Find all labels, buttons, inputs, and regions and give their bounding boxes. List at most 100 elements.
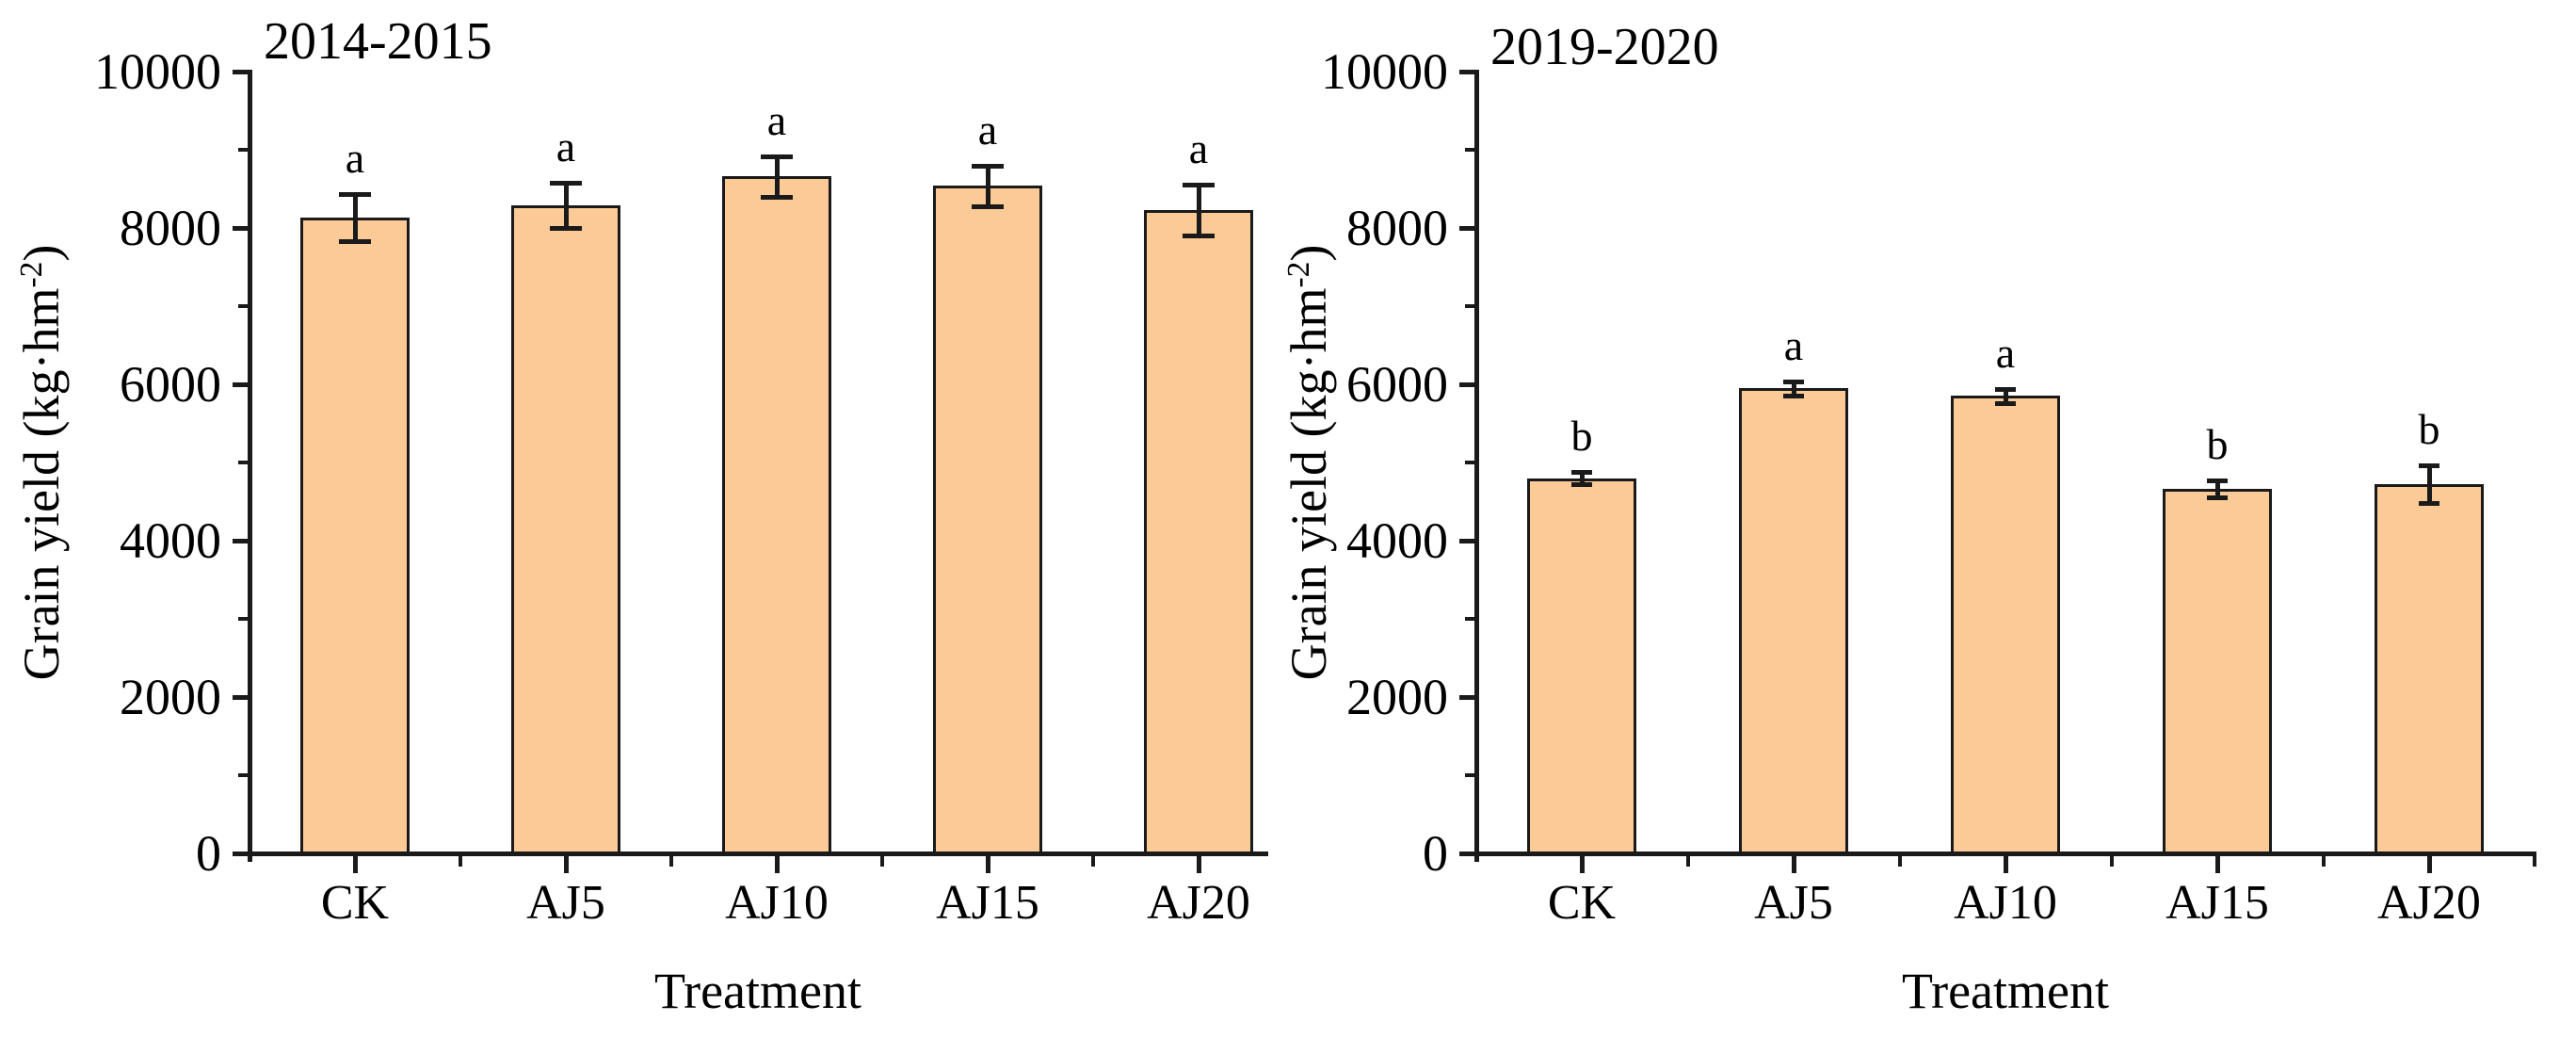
sig-letter: a: [555, 122, 576, 170]
y-minor-tick: [238, 773, 248, 777]
x-axis-line: [1474, 851, 2536, 856]
error-bar-cap-bottom: [550, 226, 582, 231]
bar-AJ10: [722, 176, 831, 855]
x-major-tick: [1792, 856, 1796, 873]
error-bar-line: [2004, 388, 2008, 403]
y-tick-label: 6000: [120, 356, 221, 413]
y-major-tick: [1459, 382, 1474, 387]
error-bar-line: [2215, 480, 2220, 498]
x-major-tick: [2427, 856, 2432, 873]
x-major-tick: [2215, 856, 2220, 873]
y-axis-label-superscript: -2: [1280, 261, 1316, 288]
sig-letter: b: [1570, 411, 1593, 460]
y-minor-tick: [1465, 304, 1474, 308]
sig-letter: b: [2206, 420, 2229, 469]
x-tick-label-AJ10: AJ10: [1954, 876, 2057, 930]
bar-AJ10: [1951, 396, 2060, 855]
error-bar-cap-bottom: [339, 239, 371, 245]
x-tick-label-AJ5: AJ5: [526, 876, 605, 930]
bar-AJ20: [1144, 209, 1253, 855]
error-bar-cap-top: [1571, 469, 1592, 475]
y-major-tick: [1459, 539, 1474, 543]
error-bar-cap-bottom: [2207, 495, 2228, 501]
x-tick-label-AJ15: AJ15: [936, 876, 1039, 930]
chart-title-2014-2015: 2014-2015: [264, 12, 492, 71]
x-major-tick: [986, 856, 990, 873]
y-major-tick: [1459, 70, 1474, 74]
x-axis-label-right: Treatment: [1902, 963, 2109, 1019]
sig-letter: a: [1783, 320, 1804, 369]
y-major-tick: [233, 382, 248, 387]
sig-letter: a: [977, 105, 998, 154]
error-bar-cap-bottom: [1571, 482, 1592, 488]
x-major-tick: [2004, 856, 2008, 873]
y-major-tick: [1459, 226, 1474, 231]
y-tick-label: 4000: [120, 512, 221, 569]
y-tick-label: 6000: [1346, 356, 1448, 413]
x-minor-tick: [880, 856, 884, 867]
x-major-tick: [1580, 856, 1585, 873]
y-major-tick: [233, 695, 248, 700]
y-axis-label-text: Grain yield (kg·hm: [1280, 287, 1337, 681]
bar-CK: [300, 218, 410, 855]
x-minor-tick: [459, 856, 462, 867]
error-bar-cap-top: [339, 192, 371, 198]
y-axis-line: [1474, 70, 1479, 862]
y-axis-label-text: Grain yield (kg·hm: [13, 287, 70, 681]
error-bar-cap-bottom: [1995, 400, 2016, 406]
error-bar-cap-bottom: [761, 194, 793, 200]
x-minor-tick: [1897, 856, 1902, 867]
error-bar-line: [1580, 471, 1585, 485]
sig-letter: b: [2418, 405, 2440, 454]
y-minor-tick: [238, 304, 248, 308]
error-bar-cap-top: [2207, 478, 2228, 484]
error-bar-line: [1792, 381, 1796, 396]
y-minor-tick: [238, 617, 248, 621]
sig-letter: a: [766, 95, 787, 144]
y-tick-label: 0: [196, 825, 221, 882]
x-minor-tick: [1091, 856, 1095, 867]
x-axis-label-left: Treatment: [654, 963, 861, 1019]
x-tick-label-CK: CK: [320, 876, 390, 930]
x-axis-line: [248, 851, 1268, 856]
y-axis-label-left: Grain yield (kg·hm-2): [11, 39, 75, 886]
y-major-tick: [233, 851, 248, 856]
x-major-tick: [353, 856, 358, 873]
y-major-tick: [233, 539, 248, 543]
error-bar-line: [775, 155, 780, 197]
x-minor-tick: [2533, 856, 2536, 867]
error-bar-line: [353, 194, 358, 242]
error-bar-cap-top: [1183, 182, 1215, 187]
bar-AJ15: [933, 186, 1042, 855]
error-bar-cap-top: [550, 180, 582, 186]
y-minor-tick: [1465, 617, 1474, 621]
error-bar-cap-bottom: [972, 203, 1004, 209]
y-axis-line: [248, 70, 252, 862]
error-bar-cap-top: [1783, 379, 1804, 384]
error-bar-cap-bottom: [1783, 393, 1804, 398]
sig-letter: a: [1188, 123, 1209, 172]
y-minor-tick: [1465, 461, 1474, 464]
y-tick-label: 0: [1423, 825, 1448, 882]
error-bar-cap-bottom: [1183, 234, 1215, 239]
x-minor-tick: [1685, 856, 1690, 867]
y-tick-label: 8000: [120, 200, 221, 256]
y-tick-label: 8000: [1346, 200, 1448, 256]
bar-AJ5: [1739, 388, 1848, 855]
bar-AJ20: [2375, 484, 2484, 855]
y-tick-label: 4000: [1346, 512, 1448, 569]
x-major-tick: [1197, 856, 1201, 873]
y-minor-tick: [238, 461, 248, 464]
error-bar-cap-top: [972, 163, 1004, 169]
y-major-tick: [233, 226, 248, 231]
error-bar-cap-top: [1995, 386, 2016, 392]
y-tick-label: 2000: [1346, 669, 1448, 725]
y-tick-label: 10000: [1321, 43, 1448, 100]
x-minor-tick: [669, 856, 673, 867]
error-bar-line: [2427, 465, 2432, 504]
y-minor-tick: [1465, 148, 1474, 152]
error-bar-cap-top: [2419, 463, 2439, 469]
x-tick-label-AJ15: AJ15: [2165, 876, 2269, 930]
x-tick-label-AJ20: AJ20: [1147, 876, 1250, 930]
error-bar-line: [986, 165, 990, 206]
